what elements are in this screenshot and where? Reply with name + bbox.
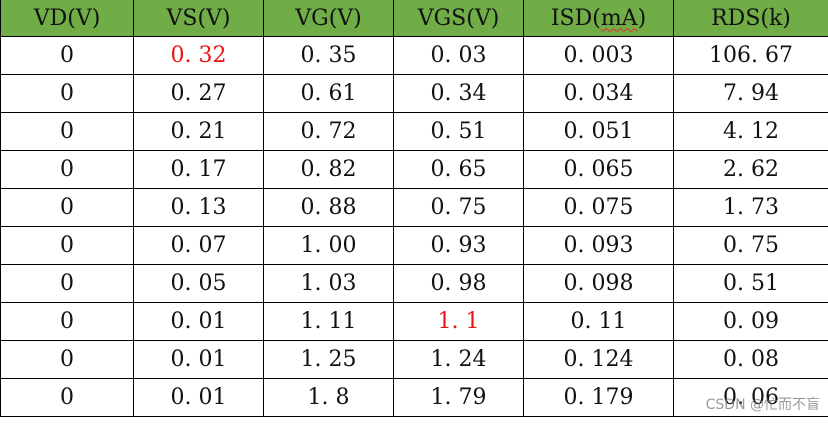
cell-vs: 0. 01 [133, 378, 264, 417]
cell-isd: 0. 179 [523, 378, 674, 417]
cell-vd: 0 [0, 378, 134, 417]
cell-vgs: 0. 03 [393, 36, 524, 75]
cell-isd: 0. 065 [523, 150, 674, 189]
cell-rds: 0. 06 [673, 378, 828, 417]
cell-vg: 0. 72 [263, 112, 394, 151]
cell-vd: 0 [0, 264, 134, 303]
cell-vd: 0 [0, 188, 134, 227]
cell-vgs: 1. 79 [393, 378, 524, 417]
cell-rds: 1. 73 [673, 188, 828, 227]
cell-vgs: 0. 65 [393, 150, 524, 189]
cell-vd: 0 [0, 74, 134, 113]
cell-vgs: 1. 24 [393, 340, 524, 379]
cell-rds: 7. 94 [673, 74, 828, 113]
cell-vgs: 0. 34 [393, 74, 524, 113]
cell-rds: 2. 62 [673, 150, 828, 189]
cell-vg: 1. 11 [263, 302, 394, 341]
cell-vd: 0 [0, 112, 134, 151]
cell-vd: 0 [0, 340, 134, 379]
cell-vg: 0. 61 [263, 74, 394, 113]
spellcheck-underline: mA [600, 5, 638, 31]
cell-rds: 0. 75 [673, 226, 828, 265]
header-vg: VG(V) [263, 0, 394, 37]
cell-vgs: 1. 1 [393, 302, 524, 341]
cell-vs: 0. 21 [133, 112, 264, 151]
cell-vs: 0. 27 [133, 74, 264, 113]
table-row: 0 0. 07 1. 00 0. 93 0. 093 0. 75 [0, 226, 828, 265]
cell-vg: 0. 82 [263, 150, 394, 189]
cell-vgs: 0. 93 [393, 226, 524, 265]
cell-vg: 0. 88 [263, 188, 394, 227]
table-row: 0 0. 27 0. 61 0. 34 0. 034 7. 94 [0, 74, 828, 113]
cell-rds: 106. 67 [673, 36, 828, 75]
cell-vg: 0. 35 [263, 36, 394, 75]
cell-isd: 0. 034 [523, 74, 674, 113]
cell-vs: 0. 01 [133, 340, 264, 379]
cell-vg: 1. 25 [263, 340, 394, 379]
cell-vg: 1. 00 [263, 226, 394, 265]
cell-vd: 0 [0, 302, 134, 341]
table-row: 0 0. 32 0. 35 0. 03 0. 003 106. 67 [0, 36, 828, 75]
cell-isd: 0. 098 [523, 264, 674, 303]
header-rds: RDS(k) [673, 0, 828, 37]
cell-vd: 0 [0, 36, 134, 75]
table-row: 0 0. 21 0. 72 0. 51 0. 051 4. 12 [0, 112, 828, 151]
cell-isd: 0. 124 [523, 340, 674, 379]
table-row: 0 0. 01 1. 25 1. 24 0. 124 0. 08 [0, 340, 828, 379]
cell-vs: 0. 32 [133, 36, 264, 75]
table-row: 0 0. 17 0. 82 0. 65 0. 065 2. 62 [0, 150, 828, 189]
cell-vs: 0. 05 [133, 264, 264, 303]
cell-vd: 0 [0, 150, 134, 189]
cell-vd: 0 [0, 226, 134, 265]
table-row: 0 0. 01 1. 11 1. 1 0. 11 0. 09 [0, 302, 828, 341]
cell-vs: 0. 17 [133, 150, 264, 189]
cell-vs: 0. 13 [133, 188, 264, 227]
cell-vs: 0. 01 [133, 302, 264, 341]
header-isd: ISD(mA) [523, 0, 674, 37]
header-vs: VS(V) [133, 0, 264, 37]
header-isd-label: ISD(mA) [550, 5, 647, 31]
cell-vg: 1. 03 [263, 264, 394, 303]
table-row: 0 0. 13 0. 88 0. 75 0. 075 1. 73 [0, 188, 828, 227]
cell-rds: 0. 08 [673, 340, 828, 379]
cell-isd: 0. 003 [523, 36, 674, 75]
cell-vgs: 0. 75 [393, 188, 524, 227]
cell-vg: 1. 8 [263, 378, 394, 417]
table-row: 0 0. 01 1. 8 1. 79 0. 179 0. 06 [0, 378, 828, 417]
cell-rds: 0. 51 [673, 264, 828, 303]
header-vgs: VGS(V) [393, 0, 524, 37]
cell-isd: 0. 11 [523, 302, 674, 341]
header-row: VD(V) VS(V) VG(V) VGS(V) ISD(mA) RDS(k) [0, 0, 828, 37]
cell-isd: 0. 093 [523, 226, 674, 265]
cell-rds: 4. 12 [673, 112, 828, 151]
cell-vgs: 0. 98 [393, 264, 524, 303]
table-row: 0 0. 05 1. 03 0. 98 0. 098 0. 51 [0, 264, 828, 303]
cell-vgs: 0. 51 [393, 112, 524, 151]
header-vd: VD(V) [0, 0, 134, 37]
cell-isd: 0. 051 [523, 112, 674, 151]
cell-vs: 0. 07 [133, 226, 264, 265]
cell-isd: 0. 075 [523, 188, 674, 227]
cell-rds: 0. 09 [673, 302, 828, 341]
